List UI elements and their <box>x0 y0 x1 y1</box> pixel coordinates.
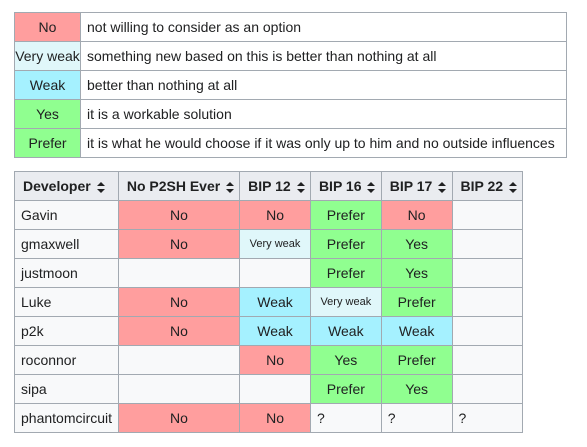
vote-cell <box>117 374 241 404</box>
vote-cell <box>451 287 524 317</box>
developer-name: phantomcircuit <box>14 403 119 433</box>
table-row: Luke No Weak Very weak Prefer <box>14 287 524 317</box>
legend-description: something new based on this is better th… <box>80 41 567 71</box>
table-row: Gavin No No Prefer No <box>14 200 524 230</box>
vote-cell: Yes <box>309 345 382 375</box>
legend-table: No not willing to consider as an option Ve… <box>14 12 567 158</box>
sort-arrows-icon[interactable] <box>367 181 376 193</box>
table-row: p2k No Weak Weak Weak <box>14 316 524 346</box>
vote-cell <box>117 345 241 375</box>
legend-description: it is a workable solution <box>80 99 567 129</box>
vote-cell <box>451 345 524 375</box>
column-header-label: BIP 12 <box>248 178 291 194</box>
vote-cell: No <box>117 287 241 317</box>
column-header-bip-16[interactable]: BIP 16 <box>309 171 382 201</box>
sort-arrows-icon[interactable] <box>509 181 518 193</box>
table-row: justmoon Prefer Yes <box>14 258 524 288</box>
column-header-label: Developer <box>23 178 91 194</box>
column-header-label: BIP 16 <box>318 178 362 194</box>
vote-cell: Prefer <box>309 200 382 230</box>
vote-cell: ? <box>309 403 382 433</box>
legend-row: No not willing to consider as an option <box>14 12 567 42</box>
vote-cell <box>451 316 524 346</box>
vote-cell: Prefer <box>309 374 382 404</box>
legend-row: Yes it is a workable solution <box>14 99 567 129</box>
sort-arrows-icon[interactable] <box>96 181 105 193</box>
column-header-label: BIP 22 <box>460 178 504 194</box>
vote-cell: Prefer <box>380 287 453 317</box>
vote-cell: Weak <box>239 287 311 317</box>
vote-cell: No <box>239 345 311 375</box>
legend-description: it is what he would choose if it was onl… <box>80 128 567 158</box>
column-header-no-p2sh-ever[interactable]: No P2SH Ever <box>117 171 241 201</box>
votes-table: Developer No P2SH Ever BIP 12 BIP 16 BIP 17 B… <box>14 171 524 433</box>
vote-cell: No <box>117 403 241 433</box>
legend-row: Prefer it is what he would choose if it w… <box>14 128 567 158</box>
vote-cell: Yes <box>380 229 453 259</box>
vote-cell: No <box>380 200 453 230</box>
legend-description: not willing to consider as an option <box>80 12 567 42</box>
table-row: sipa Prefer Yes <box>14 374 524 404</box>
column-header-bip-17[interactable]: BIP 17 <box>380 171 453 201</box>
vote-cell: Very weak <box>239 229 311 259</box>
vote-cell <box>451 374 524 404</box>
vote-cell <box>239 258 311 288</box>
vote-cell: Very weak <box>309 287 382 317</box>
vote-cell: No <box>239 200 311 230</box>
vote-cell: No <box>117 229 241 259</box>
vote-cell: No <box>239 403 311 433</box>
vote-cell: Weak <box>380 316 453 346</box>
vote-cell <box>117 258 241 288</box>
developer-name: p2k <box>14 316 119 346</box>
vote-cell <box>451 258 524 288</box>
vote-cell: Yes <box>380 374 453 404</box>
sort-arrows-icon[interactable] <box>226 181 235 193</box>
table-row: roconnor No Yes Prefer <box>14 345 524 375</box>
vote-cell <box>451 229 524 259</box>
column-header-developer[interactable]: Developer <box>14 171 119 201</box>
column-header-bip-12[interactable]: BIP 12 <box>239 171 311 201</box>
table-row: gmaxwell No Very weak Prefer Yes <box>14 229 524 259</box>
developer-name: gmaxwell <box>14 229 119 259</box>
vote-cell <box>239 374 311 404</box>
column-header-bip-22[interactable]: BIP 22 <box>451 171 524 201</box>
vote-cell: ? <box>451 403 524 433</box>
sort-arrows-icon[interactable] <box>438 181 447 193</box>
vote-cell: Weak <box>239 316 311 346</box>
column-header-label: No P2SH Ever <box>126 178 221 194</box>
developer-name: sipa <box>14 374 119 404</box>
vote-cell <box>451 200 524 230</box>
legend-code: No <box>14 12 81 42</box>
developer-name: justmoon <box>14 258 119 288</box>
vote-cell: Prefer <box>309 229 382 259</box>
legend-code: Yes <box>14 99 81 129</box>
legend-row: Very weak something new based on this is … <box>14 41 567 71</box>
legend-row: Weak better than nothing at all <box>14 70 567 100</box>
legend-code: Very weak <box>14 41 81 71</box>
legend-code: Weak <box>14 70 81 100</box>
column-header-label: BIP 17 <box>389 178 433 194</box>
developer-name: Gavin <box>14 200 119 230</box>
sort-arrows-icon[interactable] <box>296 181 305 193</box>
vote-cell: ? <box>380 403 453 433</box>
vote-cell: No <box>117 200 241 230</box>
developer-name: roconnor <box>14 345 119 375</box>
legend-description: better than nothing at all <box>80 70 567 100</box>
table-row: phantomcircuit No No??? <box>14 403 524 433</box>
vote-cell: Yes <box>380 258 453 288</box>
vote-cell: Weak <box>309 316 382 346</box>
vote-cell: No <box>117 316 241 346</box>
developer-name: Luke <box>14 287 119 317</box>
vote-cell: Prefer <box>380 345 453 375</box>
vote-cell: Prefer <box>309 258 382 288</box>
legend-code: Prefer <box>14 128 81 158</box>
